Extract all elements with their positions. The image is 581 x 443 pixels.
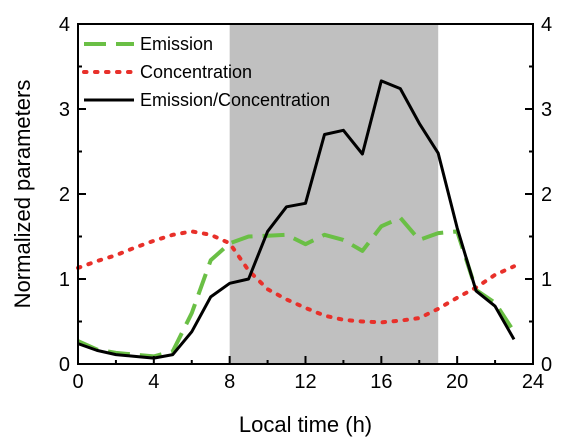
x-axis-title: Local time (h) (239, 412, 372, 437)
right-y-tick-label: 4 (541, 14, 552, 36)
x-tick-label: 4 (148, 371, 159, 393)
series-line-emission (77, 215, 516, 359)
right-y-tick-label: 1 (541, 269, 552, 291)
x-tick-label: 0 (72, 371, 83, 393)
right-y-tick-label: 2 (541, 184, 552, 206)
x-tick-label: 20 (446, 371, 468, 393)
y-tick-label: 1 (59, 269, 70, 291)
y-tick-label: 0 (59, 354, 70, 376)
legend-label: Emission (140, 34, 213, 54)
legend: Emission Concentration Emission/Concentrat… (82, 34, 330, 110)
legend-label: Concentration (140, 62, 252, 82)
series-line-concentration (76, 229, 516, 325)
right-y-tick-label: 3 (541, 99, 552, 121)
y-tick-label: 3 (59, 99, 70, 121)
x-tick-label: 8 (224, 371, 235, 393)
right-y-tick-label: 0 (541, 354, 552, 376)
legend-label: Emission/Concentration (140, 90, 330, 110)
y-tick-label: 4 (59, 14, 70, 36)
y-tick-label: 2 (59, 184, 70, 206)
x-tick-label: 16 (370, 371, 392, 393)
series-layer (76, 79, 516, 360)
x-tick-label: 24 (522, 371, 544, 393)
x-tick-label: 12 (294, 371, 316, 393)
y-axis-title: Normalized parameters (10, 80, 35, 309)
shaded-region (229, 24, 439, 364)
ticks-layer: 0 4 8 12 16 20 240 01 12 23 34 4 (59, 14, 552, 393)
series-line-emission-concentration (77, 79, 516, 360)
